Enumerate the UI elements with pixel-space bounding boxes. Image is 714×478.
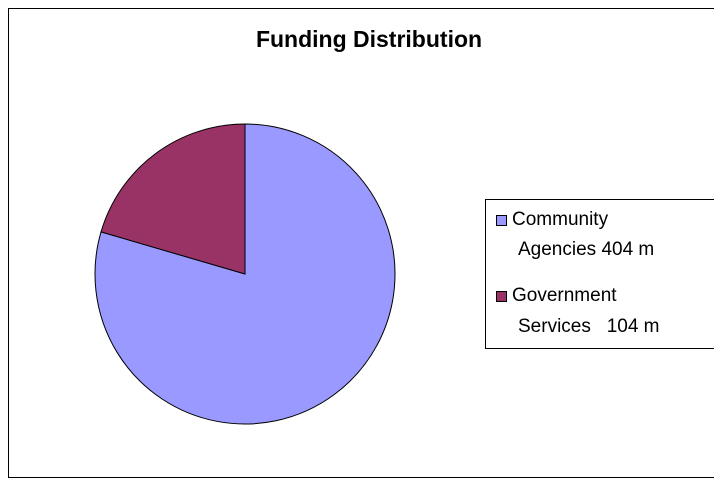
legend-label-line2: Services 104 m (518, 315, 660, 339)
legend-swatch-government-services (496, 291, 507, 302)
legend: Community Agencies 404 m Government Serv… (485, 199, 714, 349)
legend-label-line2: Agencies 404 m (518, 238, 654, 262)
legend-label-line1: Government (512, 284, 617, 308)
legend-swatch-community-agencies (496, 215, 507, 226)
pie-slices (95, 124, 395, 424)
legend-label-line1: Community (512, 208, 608, 232)
